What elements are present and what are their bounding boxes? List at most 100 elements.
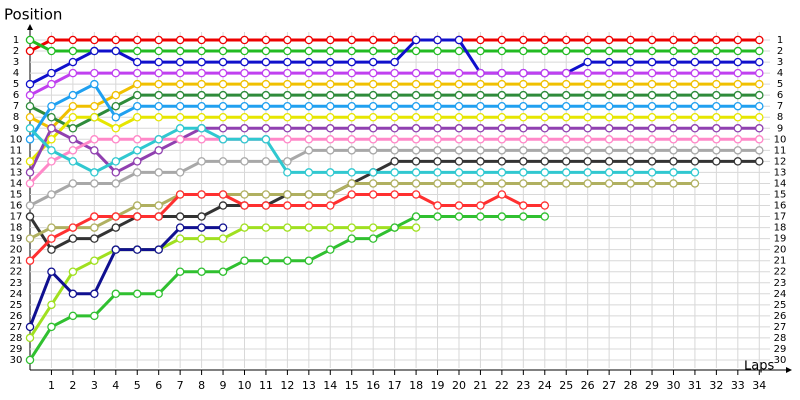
position-marker (47, 245, 56, 254)
position-marker (390, 179, 399, 188)
position-marker (218, 124, 228, 133)
position-marker (390, 135, 399, 144)
position-marker (90, 101, 99, 111)
position-marker (175, 79, 185, 89)
position-marker (626, 68, 635, 78)
position-marker (561, 124, 571, 133)
position-marker (261, 101, 271, 111)
position-marker (497, 112, 507, 122)
position-marker (561, 168, 571, 177)
position-marker (132, 101, 142, 111)
position-marker (497, 79, 507, 89)
position-marker (68, 35, 78, 45)
position-marker (132, 212, 142, 221)
position-marker (197, 90, 206, 100)
position-marker (519, 90, 528, 100)
position-marker (583, 157, 592, 166)
position-marker (326, 190, 335, 199)
position-marker (669, 124, 678, 133)
position-marker (497, 168, 507, 177)
y-tick-label: 26 (10, 311, 23, 322)
position-marker (454, 68, 464, 78)
y-tick-label: 21 (10, 256, 23, 267)
position-marker (175, 68, 185, 78)
position-marker (433, 212, 442, 221)
position-marker (604, 101, 614, 111)
position-marker (755, 68, 764, 78)
position-marker (111, 68, 121, 78)
position-marker (25, 112, 35, 122)
position-marker (283, 68, 292, 78)
position-marker (347, 234, 356, 243)
position-marker (197, 212, 206, 221)
position-marker (240, 256, 249, 265)
position-marker (368, 46, 378, 56)
position-marker (647, 90, 657, 100)
y-tick-label-right: 22 (774, 267, 787, 278)
position-marker (261, 223, 271, 232)
position-marker (326, 245, 335, 254)
position-marker (540, 68, 550, 78)
position-marker (433, 79, 442, 89)
position-marker (540, 168, 550, 177)
position-marker (712, 35, 721, 45)
position-marker (519, 179, 528, 188)
position-marker (25, 212, 35, 221)
x-tick-label: 4 (112, 379, 119, 392)
position-marker (326, 90, 335, 100)
position-marker (347, 90, 356, 100)
position-marker (476, 179, 485, 188)
x-tick-label: 17 (388, 379, 402, 392)
x-tick-label: 3 (91, 379, 98, 392)
position-marker (583, 112, 592, 122)
position-marker (25, 179, 35, 188)
position-marker (583, 68, 592, 78)
position-marker (733, 101, 743, 111)
position-marker (540, 135, 550, 144)
position-marker (304, 256, 314, 265)
position-marker (304, 68, 314, 78)
position-marker (326, 124, 335, 133)
position-marker (583, 57, 592, 67)
position-marker (347, 35, 356, 45)
position-marker (411, 157, 421, 166)
position-marker (497, 68, 507, 78)
position-marker (476, 35, 485, 45)
position-marker (47, 322, 56, 332)
position-marker (283, 157, 292, 166)
position-marker (497, 90, 507, 100)
position-marker (154, 146, 163, 155)
position-marker (47, 68, 56, 78)
position-marker (90, 135, 99, 144)
y-tick-label: 19 (10, 234, 23, 245)
position-marker (647, 57, 657, 67)
position-marker (261, 90, 271, 100)
position-marker (583, 124, 592, 133)
position-marker (519, 146, 528, 155)
position-marker (604, 90, 614, 100)
position-marker (497, 146, 507, 155)
x-tick-label: 21 (473, 379, 487, 392)
position-marker (647, 35, 657, 45)
position-marker (304, 57, 314, 67)
position-marker (347, 146, 356, 155)
position-marker (68, 234, 78, 243)
position-marker (368, 146, 378, 155)
position-marker (283, 124, 292, 133)
position-marker (197, 46, 206, 56)
y-axis-arrow (27, 24, 33, 30)
position-marker (476, 146, 485, 155)
position-marker (390, 190, 399, 199)
position-marker (519, 212, 528, 221)
x-tick-label: 12 (280, 379, 294, 392)
position-marker (25, 322, 35, 332)
position-marker (261, 256, 271, 265)
position-marker (540, 146, 550, 155)
position-marker (519, 157, 528, 166)
position-marker (132, 112, 142, 122)
position-marker (261, 124, 271, 133)
position-marker (583, 146, 592, 155)
y-tick-label: 8 (13, 112, 19, 123)
y-tick-label: 16 (10, 201, 23, 212)
